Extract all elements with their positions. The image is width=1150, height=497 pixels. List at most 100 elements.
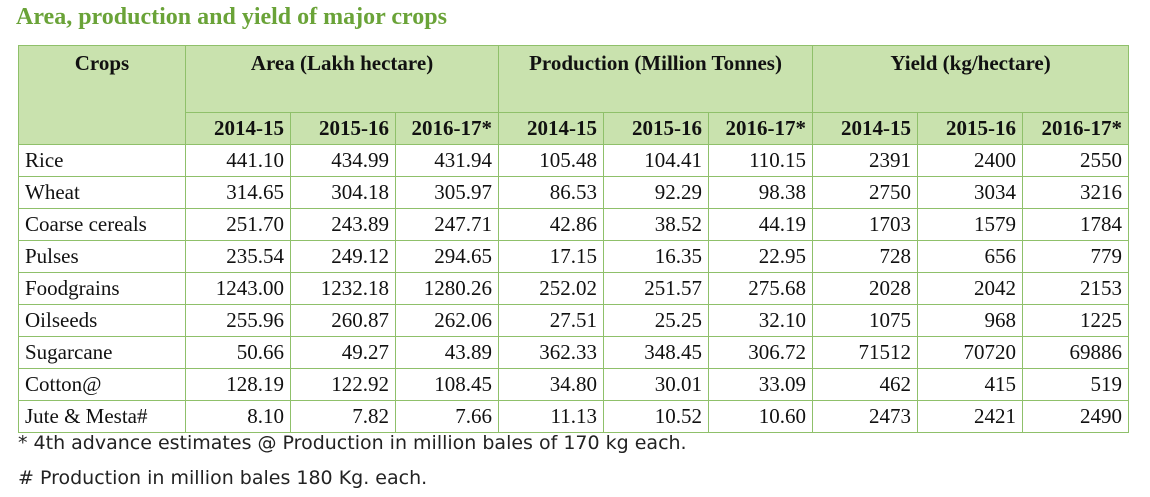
cell-value: 2042: [917, 272, 1024, 305]
cell-value: 1784: [1022, 208, 1130, 241]
crop-name: Wheat: [18, 176, 186, 209]
cell-value: 2400: [917, 144, 1024, 177]
cell-value: 70720: [917, 336, 1024, 369]
table-body: Rice 441.10 434.99 431.94 105.48 104.41 110.15…: [18, 144, 1130, 433]
cell-value: 728: [812, 240, 919, 273]
cell-value: 415: [917, 368, 1024, 401]
cell-value: 1232.18: [290, 272, 396, 305]
cell-value: 294.65: [394, 240, 500, 273]
footnote: # Production in million bales 180 Kg. ea…: [18, 467, 428, 489]
cell-value: 2391: [812, 144, 919, 177]
group-header: Production (Million Tonnes): [498, 45, 814, 113]
cell-value: 462: [812, 368, 919, 401]
cell-value: 968: [917, 304, 1024, 337]
group-header: Area (Lakh hectare): [184, 45, 500, 113]
table-row: Foodgrains 1243.00 1232.18 1280.26 252.02 251…: [18, 272, 1130, 305]
cell-value: 27.51: [498, 304, 605, 337]
cell-value: 1703: [812, 208, 919, 241]
cell-value: 235.54: [185, 240, 291, 273]
cell-value: 10.52: [603, 400, 710, 433]
cell-value: 25.25: [603, 304, 710, 337]
table-row: Coarse cereals 251.70 243.89 247.71 42.86 38.…: [18, 208, 1130, 241]
year-header: 2016-17*: [1022, 112, 1130, 145]
year-header: 2015-16: [290, 112, 396, 145]
cell-value: 2750: [812, 176, 919, 209]
year-header: 2016-17*: [708, 112, 814, 145]
cell-value: 249.12: [290, 240, 396, 273]
year-header: 2014-15: [812, 112, 919, 145]
year-header: 2014-15: [498, 112, 605, 145]
cell-value: 441.10: [185, 144, 291, 177]
cell-value: 2473: [812, 400, 919, 433]
cell-value: 275.68: [708, 272, 814, 305]
cell-value: 2550: [1022, 144, 1130, 177]
cell-value: 104.41: [603, 144, 710, 177]
footnote: * 4th advance estimates @ Production in …: [18, 432, 687, 454]
cell-value: 44.19: [708, 208, 814, 241]
crop-name: Coarse cereals: [18, 208, 186, 241]
crop-name: Cotton@: [18, 368, 186, 401]
crops-header: Crops: [18, 45, 186, 145]
cell-value: 3216: [1022, 176, 1130, 209]
crop-name: Rice: [18, 144, 186, 177]
cell-value: 306.72: [708, 336, 814, 369]
cell-value: 314.65: [185, 176, 291, 209]
header-row: 2014-15 2015-16 2016-17* 2014-15 2015-16 2016…: [19, 112, 1130, 145]
cell-value: 105.48: [498, 144, 605, 177]
cell-value: 252.02: [498, 272, 605, 305]
cell-value: 260.87: [290, 304, 396, 337]
cell-value: 38.52: [603, 208, 710, 241]
crop-name: Oilseeds: [18, 304, 186, 337]
cell-value: 50.66: [185, 336, 291, 369]
crop-name: Jute & Mesta#: [18, 400, 186, 433]
header-row: Crops Area (Lakh hectare) Production (Mill…: [18, 45, 1130, 145]
table-row: Pulses 235.54 249.12 294.65 17.15 16.35 22.95 7…: [18, 240, 1130, 273]
cell-value: 304.18: [290, 176, 396, 209]
cell-value: 34.80: [498, 368, 605, 401]
table-row: Oilseeds 255.96 260.87 262.06 27.51 25.25 32.1…: [18, 304, 1130, 337]
cell-value: 32.10: [708, 304, 814, 337]
cell-value: 1225: [1022, 304, 1130, 337]
cell-value: 71512: [812, 336, 919, 369]
group-header: Yield (kg/hectare): [812, 45, 1130, 113]
cell-value: 11.13: [498, 400, 605, 433]
cell-value: 1280.26: [394, 272, 500, 305]
cell-value: 1075: [812, 304, 919, 337]
cell-value: 1579: [917, 208, 1024, 241]
cell-value: 255.96: [185, 304, 291, 337]
cell-value: 431.94: [394, 144, 500, 177]
cell-value: 247.71: [394, 208, 500, 241]
cell-value: 2490: [1022, 400, 1130, 433]
cell-value: 779: [1022, 240, 1130, 273]
cell-value: 110.15: [708, 144, 814, 177]
year-header: 2014-15: [185, 112, 291, 145]
crop-name: Sugarcane: [18, 336, 186, 369]
cell-value: 108.45: [394, 368, 500, 401]
table-row: Rice 441.10 434.99 431.94 105.48 104.41 110.15…: [18, 144, 1130, 177]
cell-value: 251.57: [603, 272, 710, 305]
cell-value: 10.60: [708, 400, 814, 433]
crops-table: Crops Area (Lakh hectare) Production (Mill…: [18, 45, 1130, 433]
cell-value: 519: [1022, 368, 1130, 401]
crop-name: Foodgrains: [18, 272, 186, 305]
cell-value: 7.66: [394, 400, 500, 433]
cell-value: 49.27: [290, 336, 396, 369]
title: Area, production and yield of major crop…: [16, 4, 447, 30]
cell-value: 305.97: [394, 176, 500, 209]
cell-value: 16.35: [603, 240, 710, 273]
cell-value: 69886: [1022, 336, 1130, 369]
cell-value: 122.92: [290, 368, 396, 401]
cell-value: 30.01: [603, 368, 710, 401]
cell-value: 262.06: [394, 304, 500, 337]
cell-value: 362.33: [498, 336, 605, 369]
table-row: Cotton@ 128.19 122.92 108.45 34.80 30.01 33.09…: [18, 368, 1130, 401]
cell-value: 243.89: [290, 208, 396, 241]
cell-value: 251.70: [185, 208, 291, 241]
cell-value: 656: [917, 240, 1024, 273]
cell-value: 42.86: [498, 208, 605, 241]
year-header: 2015-16: [603, 112, 710, 145]
cell-value: 128.19: [185, 368, 291, 401]
cell-value: 86.53: [498, 176, 605, 209]
cell-value: 43.89: [394, 336, 500, 369]
